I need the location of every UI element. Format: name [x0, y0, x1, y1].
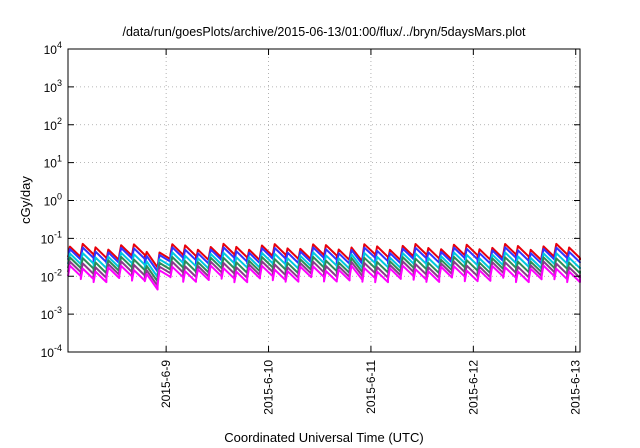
- x-tick-label: 2015-6-12: [466, 360, 480, 415]
- y-tick-label-exponent: -3: [54, 305, 62, 315]
- axis-ticks: [68, 48, 580, 353]
- y-tick-label-base: 10: [41, 346, 55, 360]
- y-tick-label-exponent: -1: [54, 229, 62, 239]
- y-tick-label-base: 10: [44, 43, 58, 57]
- series-group: [67, 242, 581, 291]
- y-tick-label-base: 10: [41, 308, 55, 322]
- y-tick-label-base: 10: [44, 195, 58, 209]
- y-tick-label-exponent: 4: [57, 40, 62, 50]
- y-tick-label-base: 10: [41, 270, 55, 284]
- x-axis-label: Coordinated Universal Time (UTC): [224, 430, 423, 445]
- y-tick-label-base: 10: [44, 81, 58, 95]
- y-tick-label-exponent: 1: [57, 154, 62, 164]
- y-tick-label-exponent: 2: [57, 116, 62, 126]
- y-tick-label: 103: [44, 78, 62, 95]
- y-tick-label: 102: [44, 116, 62, 133]
- series-line-6: [67, 264, 581, 291]
- y-axis-label: cGy/day: [18, 176, 33, 224]
- y-tick-label-base: 10: [44, 157, 58, 171]
- x-tick-labels: 2015-6-9 2015-6-10 2015-6-11 2015-6-12 2015-…: [159, 360, 583, 415]
- y-tick-label-base: 10: [41, 232, 55, 246]
- y-tick-label: 10-1: [41, 229, 62, 246]
- y-tick-label-exponent: -2: [54, 267, 62, 277]
- x-tick-label: 2015-6-11: [364, 360, 378, 414]
- y-tick-label-exponent: 3: [57, 78, 62, 88]
- y-tick-label-exponent: 0: [57, 192, 62, 202]
- y-tick-label: 10-2: [41, 267, 62, 284]
- x-tick-label: 2015-6-13: [569, 360, 583, 415]
- y-tick-label-base: 10: [44, 119, 58, 133]
- x-tick-label: 2015-6-9: [159, 360, 173, 408]
- chart-title: /data/run/goesPlots/archive/2015-06-13/0…: [122, 25, 526, 39]
- y-tick-label-exponent: -4: [54, 343, 62, 353]
- x-tick-label: 2015-6-10: [262, 360, 276, 415]
- y-tick-label: 10-4: [41, 343, 62, 360]
- y-tick-label: 100: [44, 192, 62, 209]
- y-tick-label: 101: [44, 154, 62, 171]
- y-tick-label: 104: [44, 40, 62, 57]
- y-tick-label: 10-3: [41, 305, 62, 322]
